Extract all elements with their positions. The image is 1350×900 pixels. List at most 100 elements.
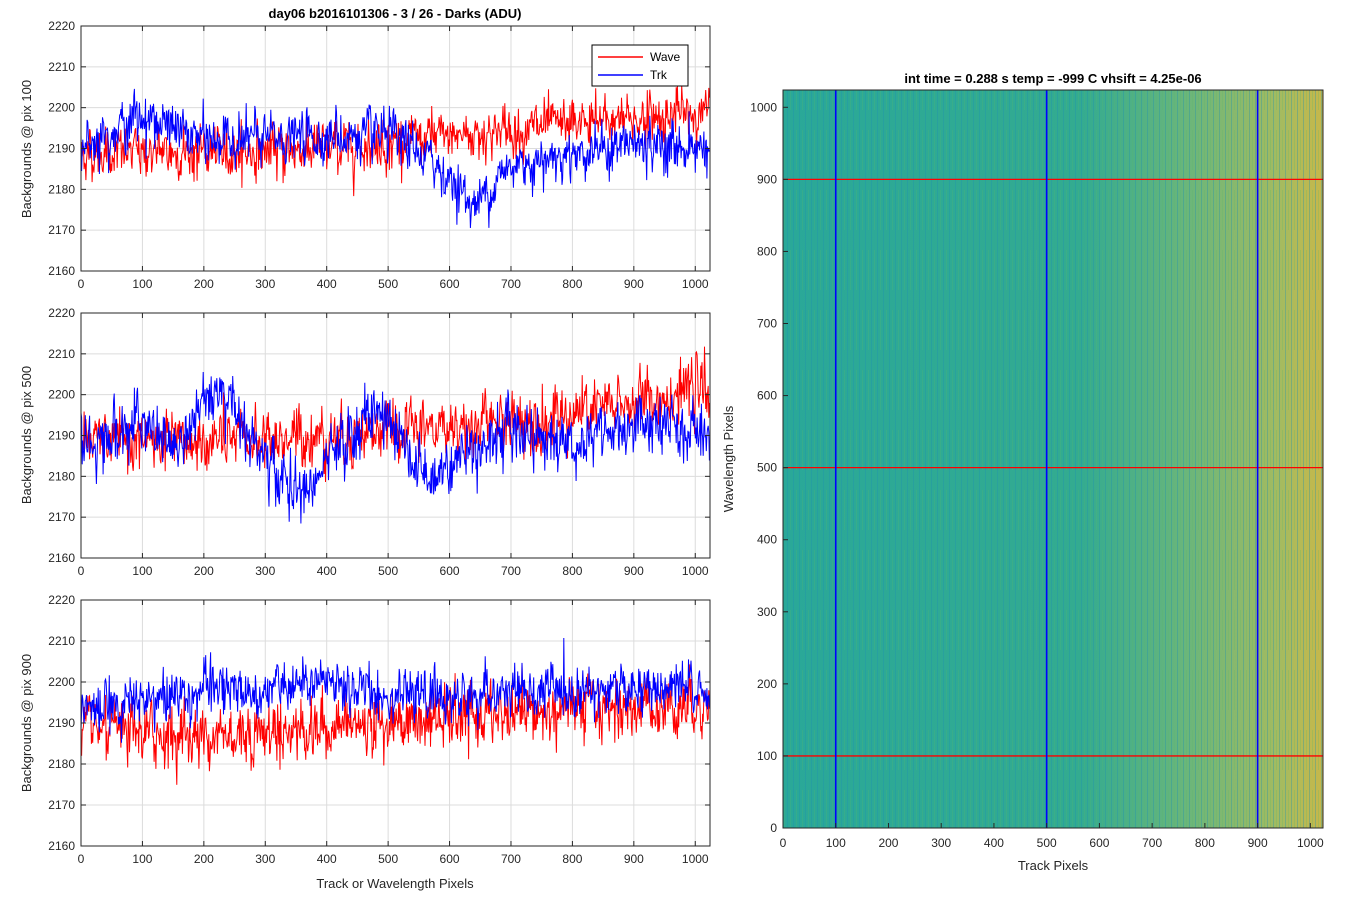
plot-pix900-yticks: 2160 2170 2180 2190 2200 2210 2220: [48, 593, 710, 853]
y-tick-label: 2210: [48, 60, 75, 74]
y-tick-label: 2170: [48, 223, 75, 237]
x-tick-label: 700: [501, 852, 521, 866]
heatmap-xlabel: Track Pixels: [1018, 858, 1089, 873]
x-tick-label: 100: [132, 564, 152, 578]
legend[interactable]: Wave Trk: [591, 44, 689, 87]
x-tick-label: 400: [317, 852, 337, 866]
x-tick-label: 0: [78, 852, 85, 866]
heatmap-y-tick-label: 0: [770, 821, 777, 835]
heatmap-y-tick-label: 100: [757, 749, 777, 763]
plot-pix900-lines: [81, 637, 710, 785]
y-tick-label: 2220: [48, 306, 75, 320]
y-tick-label: 2180: [48, 757, 75, 771]
y-tick-label: 2160: [48, 551, 75, 565]
y-tick-label: 2190: [48, 142, 75, 156]
heatmap-y-tick-label: 700: [757, 317, 777, 331]
series-line-trk: [81, 88, 710, 229]
y-tick-label: 2210: [48, 634, 75, 648]
heatmap-y-tick-label: 500: [757, 461, 777, 475]
x-tick-label: 1000: [682, 277, 709, 291]
y-tick-label: 2200: [48, 675, 75, 689]
x-tick-label: 600: [440, 564, 460, 578]
plot-pix100-lines: [81, 85, 710, 229]
x-tick-label: 800: [562, 852, 582, 866]
y-tick-label: 2220: [48, 593, 75, 607]
plot-pix500-lines: [81, 346, 710, 524]
heatmap-frame: [782, 89, 1324, 829]
x-tick-label: 700: [501, 277, 521, 291]
y-tick-label: 2160: [48, 264, 75, 278]
heatmap-x-tick-label: 900: [1248, 836, 1268, 850]
heatmap-image: [783, 90, 1323, 828]
x-tick-label: 300: [255, 852, 275, 866]
plot-pix100-ylabel: Backgrounds @ pix 100: [19, 80, 34, 218]
legend-wave-label: Wave: [650, 50, 681, 64]
heatmap-panel: int time = 0.288 s temp = -999 C vhsift …: [721, 71, 1324, 873]
x-tick-label: 200: [194, 852, 214, 866]
x-tick-label: 400: [317, 564, 337, 578]
heatmap-y-tick-label: 800: [757, 244, 777, 258]
series-line-wave: [81, 663, 710, 785]
y-tick-label: 2190: [48, 429, 75, 443]
plot-pix900-ylabel: Backgrounds @ pix 900: [19, 654, 34, 792]
heatmap-x-tick-label: 500: [1037, 836, 1057, 850]
x-tick-label: 900: [624, 564, 644, 578]
x-tick-label: 1000: [682, 564, 709, 578]
heatmap-y-tick-label: 1000: [750, 100, 777, 114]
x-tick-label: 900: [624, 277, 644, 291]
x-tick-label: 800: [562, 564, 582, 578]
plot-pix900-xticks: 0 100 200 300 400 500 600 700 800 900 1000: [78, 600, 709, 866]
plot-pix500-xticks: 0 100 200 300 400 500 600 700 800 900 1000: [78, 313, 709, 578]
heatmap-x-tick-label: 600: [1089, 836, 1109, 850]
heatmap-x-tick-label: 300: [931, 836, 951, 850]
series-line-trk: [81, 371, 710, 524]
heatmap-yticks: 0 100 200 300 400 500 600 700 800 900 1000: [750, 100, 788, 835]
heatmap-y-tick-label: 300: [757, 605, 777, 619]
heatmap-ylabel: Wavelength Pixels: [721, 405, 736, 512]
heatmap-markers: [783, 90, 1323, 828]
x-tick-label: 100: [132, 852, 152, 866]
heatmap-title: int time = 0.288 s temp = -999 C vhsift …: [904, 71, 1201, 86]
x-tick-label: 200: [194, 564, 214, 578]
plot-pix500-yticks: 2160 2170 2180 2190 2200 2210 2220: [48, 306, 710, 565]
y-tick-label: 2200: [48, 388, 75, 402]
plot-pix900: 0 100 200 300 400 500 600 700 800 900 1000 2160 217…: [19, 593, 711, 891]
x-tick-label: 700: [501, 564, 521, 578]
plot-pix500: 0 100 200 300 400 500 600 700 800 900 1000 2160 217…: [19, 306, 711, 578]
x-tick-label: 300: [255, 277, 275, 291]
x-tick-label: 600: [440, 277, 460, 291]
x-tick-label: 500: [378, 277, 398, 291]
y-tick-label: 2180: [48, 469, 75, 483]
heatmap-y-tick-label: 400: [757, 533, 777, 547]
x-tick-label: 200: [194, 277, 214, 291]
x-tick-label: 1000: [682, 852, 709, 866]
heatmap-x-tick-label: 0: [780, 836, 787, 850]
x-tick-label: 100: [132, 277, 152, 291]
heatmap-y-tick-label: 600: [757, 389, 777, 403]
x-tick-label: 500: [378, 852, 398, 866]
y-tick-label: 2170: [48, 510, 75, 524]
y-tick-label: 2210: [48, 347, 75, 361]
y-tick-label: 2180: [48, 182, 75, 196]
x-tick-label: 900: [624, 852, 644, 866]
x-tick-label: 800: [562, 277, 582, 291]
plot-pix100-xticks: 0 100 200 300 400 500 600 700 800 900 1000: [78, 26, 709, 291]
y-tick-label: 2170: [48, 798, 75, 812]
plot-pix500-ylabel: Backgrounds @ pix 500: [19, 366, 34, 504]
y-tick-label: 2160: [48, 839, 75, 853]
plot-pix100: day06 b2016101306 - 3 / 26 - Darks (ADU)…: [19, 6, 711, 291]
y-tick-label: 2200: [48, 101, 75, 115]
x-tick-label: 0: [78, 277, 85, 291]
heatmap-y-tick-label: 200: [757, 677, 777, 691]
x-tick-label: 0: [78, 564, 85, 578]
heatmap-x-tick-label: 1000: [1297, 836, 1324, 850]
x-tick-label: 500: [378, 564, 398, 578]
x-tick-label: 400: [317, 277, 337, 291]
heatmap-x-tick-label: 200: [878, 836, 898, 850]
series-line-trk: [81, 637, 710, 743]
heatmap-x-tick-label: 800: [1195, 836, 1215, 850]
x-tick-label: 600: [440, 852, 460, 866]
y-tick-label: 2190: [48, 716, 75, 730]
heatmap-x-tick-label: 400: [984, 836, 1004, 850]
